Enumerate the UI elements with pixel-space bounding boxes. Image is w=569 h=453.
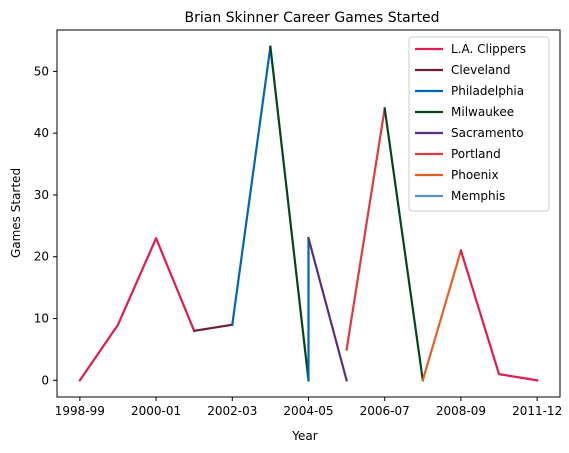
legend-label-l-a-clippers: L.A. Clippers xyxy=(451,42,526,56)
series-line-philadelphia-2 xyxy=(231,45,272,326)
legend: L.A. Clippers Cleveland Philadelphia Milwau… xyxy=(408,36,550,212)
legend-label-portland: Portland xyxy=(451,147,501,161)
legend-label-milwaukee: Milwaukee xyxy=(451,105,514,119)
y-tick-label: 30 xyxy=(34,188,49,202)
legend-label-phoenix: Phoenix xyxy=(451,168,499,182)
y-axis-ticks: 0 10 20 30 40 50 xyxy=(34,64,57,387)
x-tick-label: 2004-05 xyxy=(283,404,333,418)
y-tick-label: 20 xyxy=(34,250,49,264)
series-line-l-a-clippers-0 xyxy=(78,237,196,382)
series-line-cleveland-1 xyxy=(192,323,234,333)
x-axis-label: Year xyxy=(291,429,317,443)
series-line-portland-6 xyxy=(345,107,386,351)
series-line-milwaukee-7 xyxy=(383,107,425,382)
y-tick-label: 10 xyxy=(34,312,49,326)
x-tick-label: 1998-99 xyxy=(55,404,105,418)
x-tick-label: 2002-03 xyxy=(207,404,257,418)
series-line-phoenix-8 xyxy=(421,249,463,382)
y-tick-label: 40 xyxy=(34,126,49,140)
x-axis-ticks: 1998-99 2000-01 2002-03 2004-05 2006-07 2008-… xyxy=(55,397,562,418)
y-axis-label: Games Started xyxy=(9,168,23,258)
series-line-l-a-clippers-9 xyxy=(459,249,539,382)
y-tick-label: 50 xyxy=(34,64,49,78)
legend-label-cleveland: Cleveland xyxy=(451,63,511,77)
x-tick-label: 2000-01 xyxy=(131,404,181,418)
y-tick-label: 0 xyxy=(41,373,49,387)
chart-title: Brian Skinner Career Games Started xyxy=(185,10,440,26)
x-tick-label: 2006-07 xyxy=(360,404,410,418)
legend-label-philadelphia: Philadelphia xyxy=(451,84,524,98)
x-tick-label: 2011-12 xyxy=(512,404,562,418)
series-line-sacramento-5 xyxy=(307,236,348,382)
legend-label-memphis: Memphis xyxy=(451,189,505,203)
series-line-milwaukee-3 xyxy=(269,45,310,382)
legend-label-sacramento: Sacramento xyxy=(451,126,524,140)
legend-box xyxy=(408,36,550,212)
plot-lines xyxy=(78,45,539,382)
x-tick-label: 2008-09 xyxy=(436,404,486,418)
